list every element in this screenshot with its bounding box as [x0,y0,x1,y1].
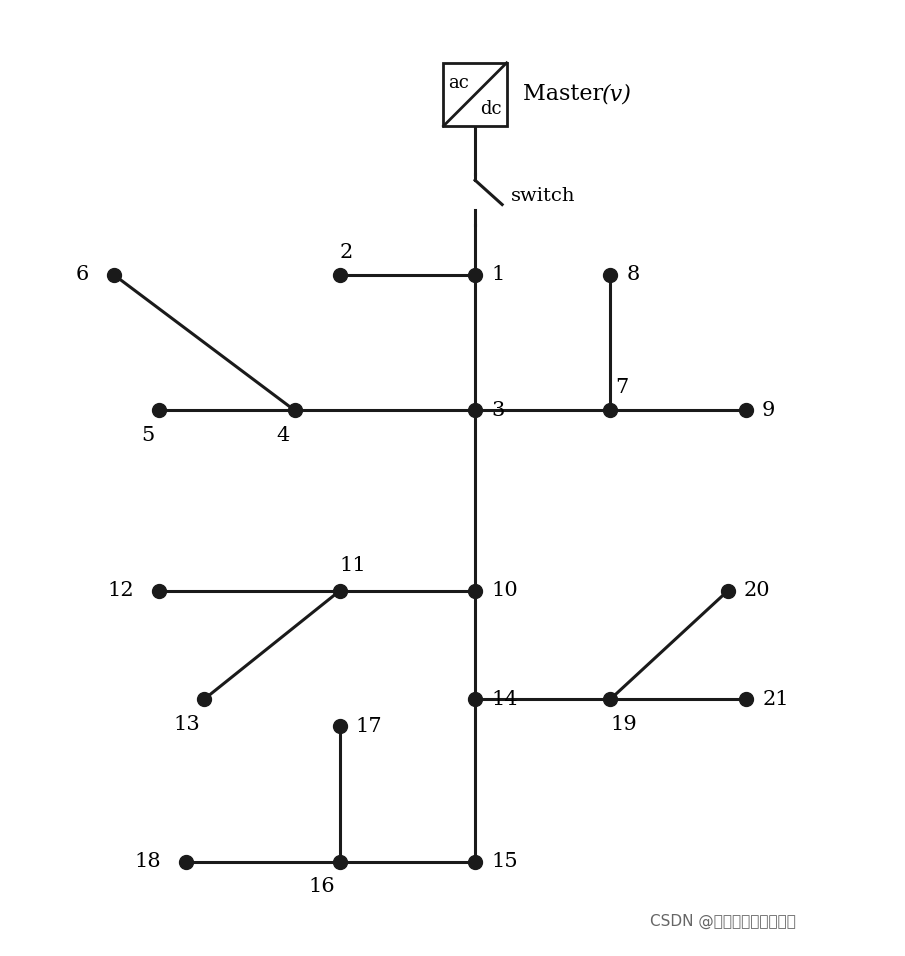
Text: ac: ac [448,75,469,93]
Text: 16: 16 [309,878,335,897]
Text: 4: 4 [277,426,290,445]
Text: 21: 21 [762,689,788,708]
Text: 13: 13 [173,715,200,734]
Text: 12: 12 [108,581,134,600]
Text: CSDN @电力系统与算法之美: CSDN @电力系统与算法之美 [650,914,795,929]
Text: 15: 15 [491,852,518,871]
Text: 3: 3 [491,401,505,420]
Text: 11: 11 [339,556,367,576]
Text: 1: 1 [491,266,505,285]
Bar [443,63,507,126]
Text: 7: 7 [615,379,628,398]
Text: 17: 17 [356,717,383,736]
Text: switch: switch [511,186,576,205]
Text: 2: 2 [339,243,353,262]
Text: 19: 19 [611,715,637,734]
Text: 9: 9 [762,401,776,420]
Text: 8: 8 [626,266,640,285]
Text: 5: 5 [141,426,155,445]
Text: 18: 18 [134,852,161,871]
Text: 20: 20 [744,581,771,600]
Text: 14: 14 [491,689,518,708]
Text: Master: Master [523,83,610,105]
Text: 10: 10 [491,581,518,600]
Text: 6: 6 [75,266,89,285]
Text: (v): (v) [603,83,633,105]
Text: dc: dc [481,99,502,118]
